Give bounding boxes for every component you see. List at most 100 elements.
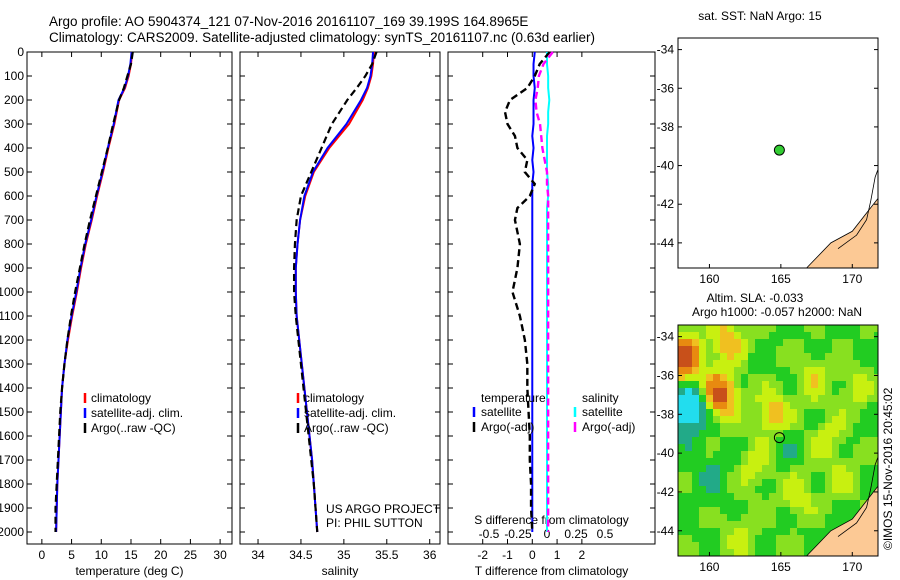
sla-cell [727,367,734,374]
sla-cell [846,332,853,339]
sla-cell [790,521,797,528]
sla-cell [839,409,846,416]
sla-cell [699,521,706,528]
sla-cell [755,388,762,395]
sla-cell [713,472,720,479]
sla-cell [839,472,846,479]
sla-cell [755,423,762,430]
sla-cell [867,430,874,437]
sla-cell [685,402,692,409]
sla-cell [699,346,706,353]
sla-cell [678,444,685,451]
sla-cell [818,472,825,479]
sla-cell [874,409,878,416]
sla-cell [860,437,867,444]
sla-cell [699,353,706,360]
sla-cell [678,430,685,437]
sla-cell [699,528,706,535]
sla-cell [825,353,832,360]
sla-cell [685,451,692,458]
map-title: Argo h1000: -0.057 h2000: NaN [692,305,862,319]
sla-cell [678,479,685,486]
sla-cell [846,472,853,479]
sla-cell [860,325,867,332]
sla-cell [839,507,846,514]
sla-cell [867,451,874,458]
y-tick-label: 1600 [0,429,24,443]
sla-cell [846,367,853,374]
sla-cell [832,402,839,409]
sla-cell [720,416,727,423]
sla-cell [748,521,755,528]
lat-tick-label: -40 [657,159,675,173]
sla-map-panel: 160 165 170 -34 -36 -38 -40 -42 -44 Altim. SLA: -… [657,291,879,574]
sla-cell [839,395,846,402]
sla-cell [860,409,867,416]
sla-cell [783,486,790,493]
sla-cell [874,388,878,395]
sla-cell [699,325,706,332]
sla-cell [713,458,720,465]
sla-cell [790,388,797,395]
sla-cell [853,367,860,374]
sla-cell [699,451,706,458]
sla-cell [839,416,846,423]
sla-cell [783,451,790,458]
sla-cell [706,353,713,360]
sla-cell [832,507,839,514]
sla-cell [727,395,734,402]
sla-cell [734,395,741,402]
sla-cell [832,395,839,402]
sla-cell [727,528,734,535]
sla-cell [755,535,762,542]
sla-cell [706,346,713,353]
sla-cell [685,423,692,430]
sla-cell [790,402,797,409]
legend-label: Argo(-adj) [582,420,635,434]
sla-cell [790,514,797,521]
sla-cell [825,430,832,437]
sla-cell [692,367,699,374]
x-tick-label: 5 [68,548,75,562]
sla-cell [762,416,769,423]
sla-cell [783,381,790,388]
sla-cell [734,409,741,416]
legend-label: Argo(..raw -QC) [304,421,389,435]
sla-cell [860,423,867,430]
sla-cell [755,402,762,409]
sla-cell [720,521,727,528]
sla-cell [713,381,720,388]
sla-cell [825,360,832,367]
sla-cell [783,430,790,437]
sla-cell [818,507,825,514]
sla-cell [713,409,720,416]
sla-cell [846,479,853,486]
sla-cell [769,332,776,339]
sla-cell [867,374,874,381]
sla-cell [720,339,727,346]
sla-cell [685,353,692,360]
sla-cell [874,416,878,423]
sla-cell [706,430,713,437]
sla-cell [720,381,727,388]
sla-cell [741,507,748,514]
sla-cell [741,535,748,542]
sla-cell [734,535,741,542]
sla-cell [685,535,692,542]
sla-cell [755,486,762,493]
map-title: Altim. SLA: -0.033 [707,291,804,305]
sla-cell [692,416,699,423]
sla-cell [720,528,727,535]
sla-cell [776,507,783,514]
sla-cell [692,332,699,339]
sla-cell [783,339,790,346]
sla-cell [755,381,762,388]
x-tick-label: 1 [554,548,561,562]
sla-cell [692,528,699,535]
sla-cell [874,451,878,458]
sla-cell [741,430,748,437]
sla-cell [776,444,783,451]
sla-cell [818,367,825,374]
sla-cell [874,332,878,339]
sla-cell [853,423,860,430]
